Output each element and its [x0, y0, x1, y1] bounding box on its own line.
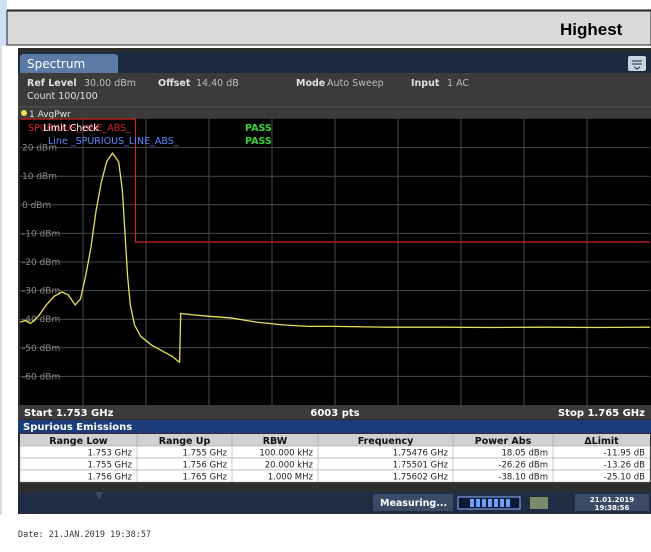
- settings: Ref Level 30.00 dBm Offset 14.40 dB Mode Auto…: [27, 78, 469, 89]
- y-tick-label: -40 dBm: [22, 315, 60, 325]
- settings-panel: [18, 73, 651, 118]
- column-header: Frequency: [358, 436, 414, 447]
- table-title-bar: [18, 420, 651, 433]
- table-cell: 1.756 GHz: [183, 461, 228, 471]
- status-text: Measuring...: [380, 498, 447, 509]
- table-cell: 100.000 kHz: [259, 449, 313, 459]
- table-cell: -38.10 dBm: [498, 473, 548, 483]
- y-tick-label: -50 dBm: [22, 344, 60, 354]
- table-row: [19, 469, 651, 483]
- setting-label: Ref Level: [27, 78, 77, 89]
- setting-label: Mode: [296, 78, 325, 89]
- y-tick-label: 20 dBm: [22, 144, 57, 154]
- header-cell: [6, 10, 651, 46]
- footer: Date: 21.JAN.2019 19:38:57: [18, 530, 151, 540]
- limit-line: [20, 118, 650, 243]
- y-tick-label: -30 dBm: [22, 287, 60, 297]
- column-header: Range Low: [49, 436, 108, 447]
- left-strip: [0, 0, 7, 46]
- count: Count 100/100: [27, 91, 98, 102]
- table-cell: 1.753 GHz: [88, 449, 133, 459]
- table-cell: -11.95 dB: [604, 449, 645, 459]
- column-header: RBW: [263, 436, 288, 447]
- date-box: [575, 494, 649, 511]
- setting-label: Offset: [158, 78, 191, 89]
- table-cell: -13.26 dB: [604, 461, 645, 471]
- stop-label: Stop 1.765 GHz: [558, 408, 645, 419]
- y-tick-label: 10 dBm: [22, 172, 57, 182]
- table-cell: 1.755 GHz: [183, 449, 228, 459]
- y-tick-label: 0 dBm: [22, 201, 51, 211]
- column-header: Power Abs: [475, 436, 532, 447]
- table-cell: 1.75602 GHz: [393, 473, 449, 483]
- column-header: ΔLimit: [584, 436, 619, 447]
- table-cell: 1.75501 GHz: [393, 461, 449, 471]
- y-tick-label: -60 dBm: [22, 372, 60, 382]
- table-cell: -26.26 dBm: [498, 461, 548, 471]
- setting-value: 30.00 dBm: [84, 78, 136, 89]
- trace-label: 1 AvgPwr: [29, 110, 71, 120]
- trace: [19, 152, 651, 364]
- table-cell: 1.75476 GHz: [393, 449, 449, 459]
- table: Range Low Range Up RBW Frequency Power Abs ΔL…: [19, 434, 651, 483]
- limit-result: PASS: [245, 123, 272, 134]
- limit-line-result: PASS: [245, 136, 272, 147]
- limit-overlay: SPURIOUS_LINE_ABS_: [28, 123, 131, 134]
- column-header: Range Up: [159, 436, 211, 447]
- table-title: Spurious Emissions: [23, 422, 132, 433]
- setting-value: 1 AC: [447, 78, 469, 89]
- status-date: 21.01.2019: [590, 496, 634, 504]
- table-header-row: [20, 434, 650, 446]
- table-cell: 1.000 MHz: [268, 473, 314, 483]
- table-cell: 1.755 GHz: [88, 461, 133, 471]
- status-box: [373, 494, 453, 511]
- points-label: 6003 pts: [310, 408, 359, 419]
- setting-value: Auto Sweep: [327, 78, 384, 89]
- table-cell: 20.000 kHz: [265, 461, 314, 471]
- y-tick-label: -20 dBm: [22, 258, 60, 268]
- status-bar: [18, 492, 651, 513]
- y-tick-label: -10 dBm: [22, 229, 60, 239]
- tab[interactable]: [20, 54, 118, 73]
- trace-dot: [21, 110, 27, 116]
- setting-label: Input: [411, 78, 440, 89]
- limit-check-title: Limit Check: [43, 123, 99, 134]
- status-icon: [530, 497, 548, 509]
- status-notch: [95, 492, 103, 500]
- table-cell: 1.756 GHz: [88, 473, 133, 483]
- table-cell: 1.765 GHz: [183, 473, 228, 483]
- table-cell: -25.10 dB: [604, 473, 645, 483]
- header-title: Highest: [560, 20, 623, 39]
- status-time: 19:38:56: [595, 504, 630, 512]
- axis-strip: [18, 405, 651, 419]
- tab-label: Spectrum: [27, 57, 85, 71]
- tab-bar: [18, 52, 651, 73]
- limit-line-label: Line _SPURIOUS_LINE_ABS_: [48, 136, 179, 147]
- progress-segments: [470, 499, 510, 507]
- menu-icon-glyph: [632, 60, 642, 70]
- start-label: Start 1.753 GHz: [24, 408, 114, 419]
- plot: 20 dBm 10 dBm 0 dBm -10 dBm -20 dBm -30 dBm -4…: [19, 118, 651, 405]
- table-cell: 18.05 dBm: [501, 449, 548, 459]
- setting-value: 14.40 dB: [196, 78, 239, 89]
